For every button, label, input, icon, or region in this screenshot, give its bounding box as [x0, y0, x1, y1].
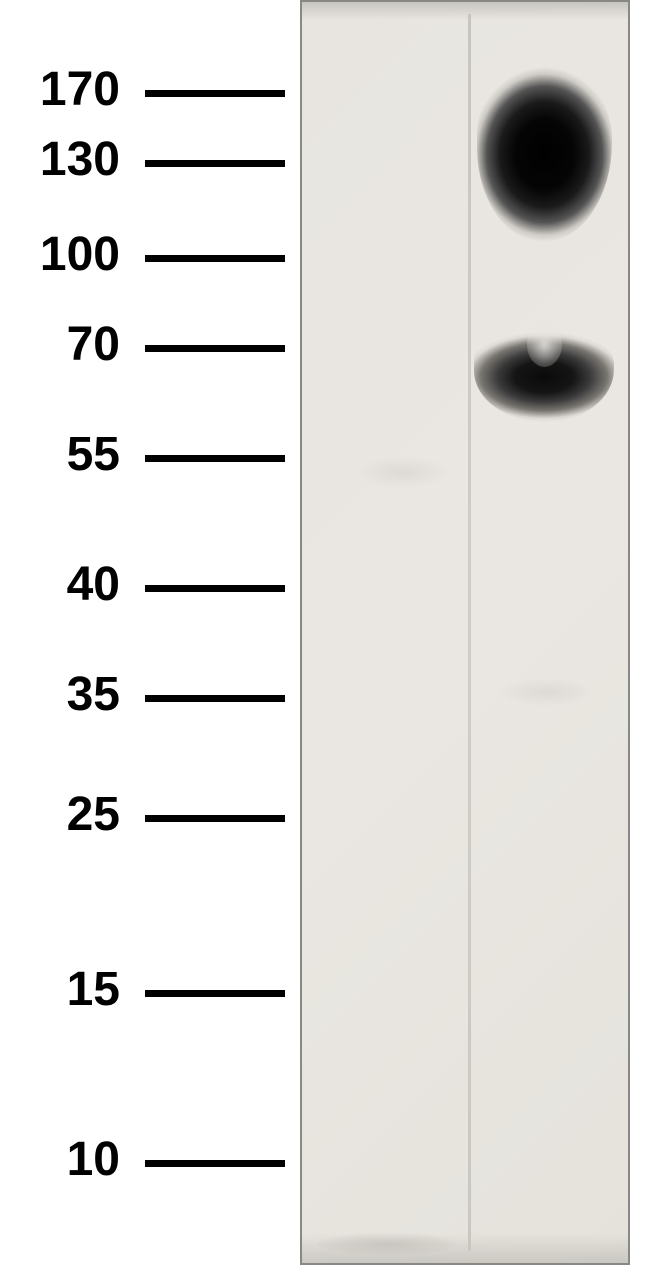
mw-tick-15: [145, 990, 285, 997]
lane-1: [302, 2, 468, 1263]
mw-label-35: 35: [40, 667, 120, 722]
bottom-smudge: [317, 1233, 457, 1255]
mw-label-100: 100: [20, 227, 120, 282]
mw-label-170: 170: [20, 62, 120, 117]
mw-tick-35: [145, 695, 285, 702]
faint-mark: [357, 457, 447, 487]
mw-label-40: 40: [40, 557, 120, 612]
blot-membrane: [300, 0, 630, 1265]
western-blot-figure: 170 130 100 70 55 40 35 25 15 10: [0, 0, 650, 1275]
mw-tick-40: [145, 585, 285, 592]
band-lower-notch: [527, 322, 562, 367]
mw-label-15: 15: [40, 962, 120, 1017]
mw-tick-25: [145, 815, 285, 822]
faint-mark: [502, 678, 592, 706]
mw-tick-170: [145, 90, 285, 97]
mw-tick-100: [145, 255, 285, 262]
mw-tick-10: [145, 1160, 285, 1167]
mw-label-130: 130: [20, 132, 120, 187]
mw-tick-130: [145, 160, 285, 167]
mw-label-10: 10: [40, 1132, 120, 1187]
mw-tick-55: [145, 455, 285, 462]
mw-label-55: 55: [40, 427, 120, 482]
mw-label-25: 25: [40, 787, 120, 842]
mw-label-70: 70: [40, 317, 120, 372]
mw-tick-70: [145, 345, 285, 352]
